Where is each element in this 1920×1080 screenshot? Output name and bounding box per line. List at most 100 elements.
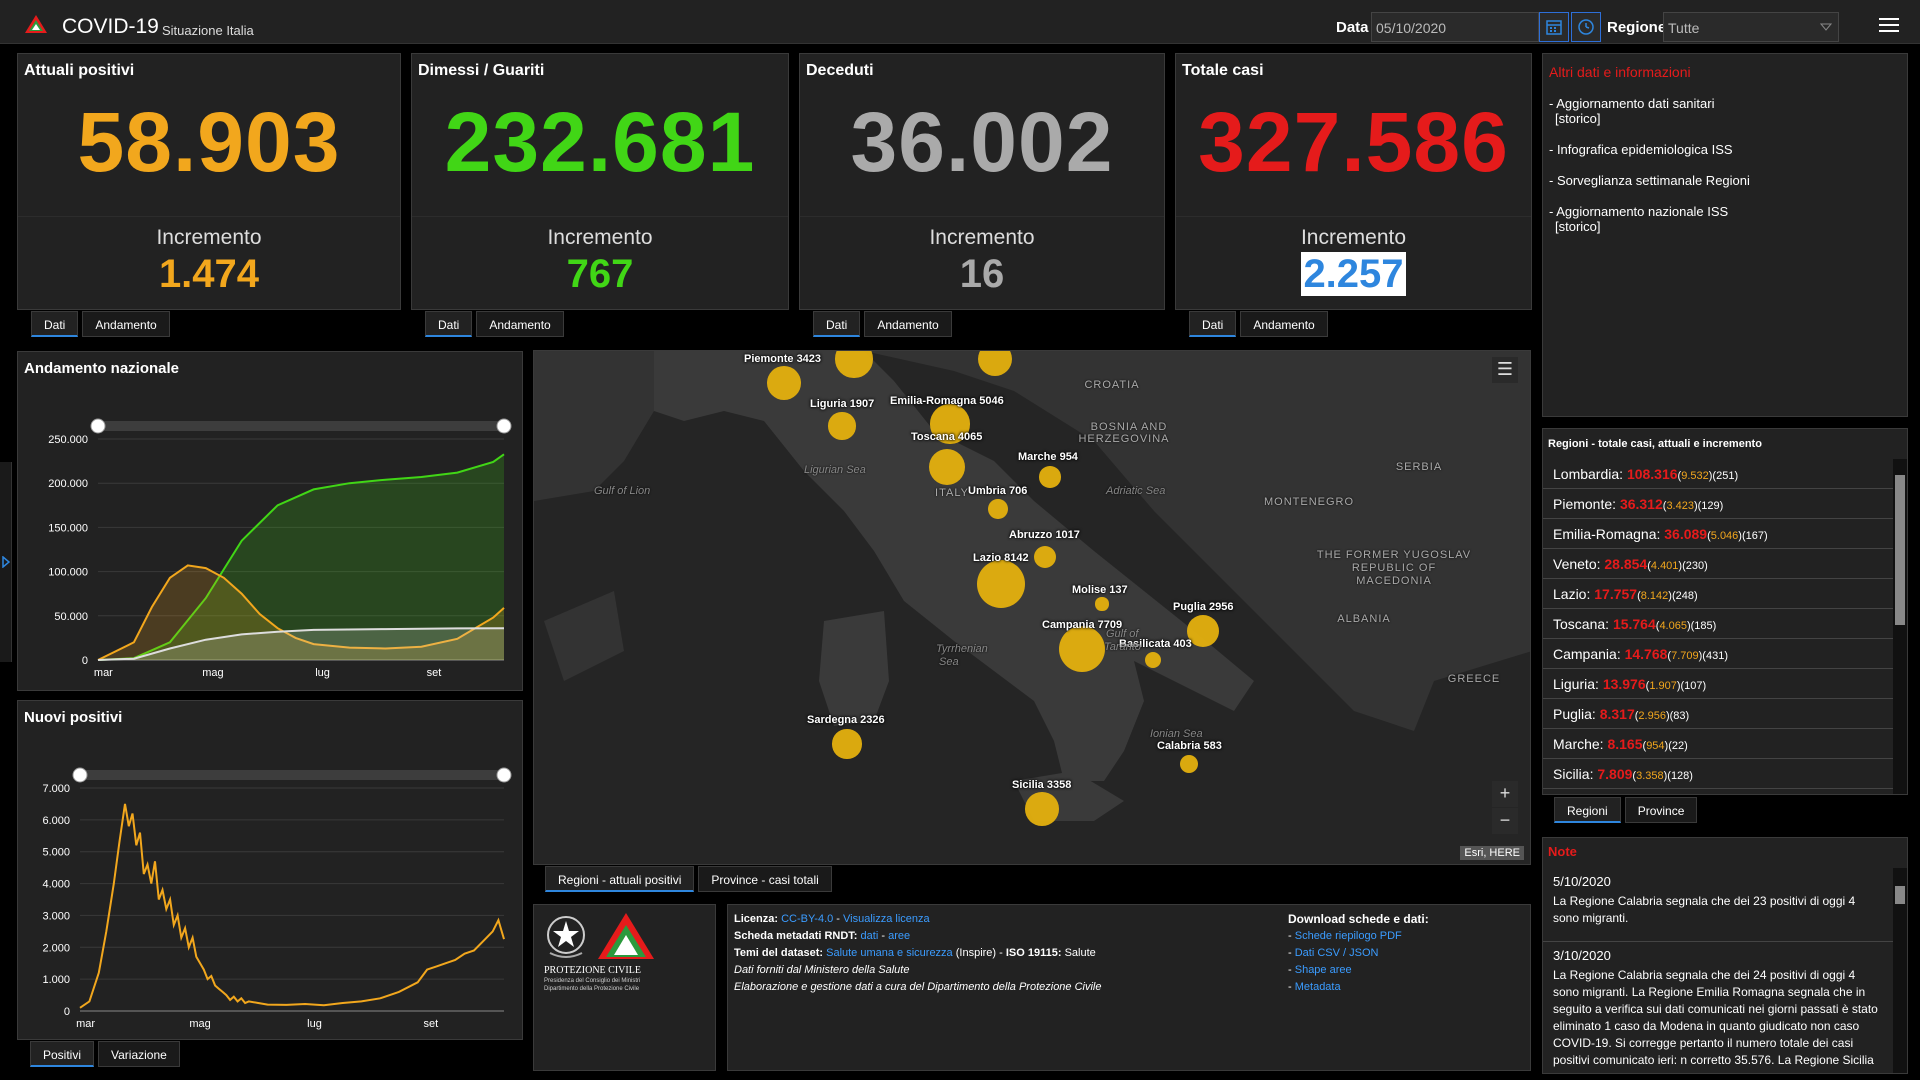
series-line[interactable] xyxy=(79,803,505,1009)
tab-positivi[interactable]: Positivi xyxy=(30,1041,95,1067)
download-link[interactable]: Metadata xyxy=(1294,981,1341,993)
region-total: 28.854 xyxy=(1604,556,1648,572)
region-attuali: 4.065 xyxy=(1659,620,1687,632)
region-row[interactable]: Veneto: 28.854(4.401)(230) xyxy=(1543,549,1893,579)
license-label: Licenza: xyxy=(734,913,779,925)
themes-link[interactable]: Salute umana e sicurezza xyxy=(826,947,953,959)
tab-dati[interactable]: Dati xyxy=(1189,311,1237,337)
region-bubble[interactable] xyxy=(835,351,873,378)
map-panel[interactable]: Piemonte 3423 Liguria 1907 Emilia-Romagna … xyxy=(533,350,1531,865)
region-row[interactable]: Sicilia: 7.809(3.358)(128) xyxy=(1543,759,1893,789)
download-link[interactable]: Schede riepilogo PDF xyxy=(1294,930,1402,942)
region-bubble[interactable] xyxy=(988,499,1008,519)
tab-andamento[interactable]: Andamento xyxy=(82,311,170,337)
region-row[interactable]: Marche: 8.165(954)(22) xyxy=(1543,729,1893,759)
metadata-aree-link[interactable]: aree xyxy=(888,930,911,942)
info-link[interactable]: - Infografica epidemiologica ISS xyxy=(1549,142,1750,157)
download-link[interactable]: Dati CSV / JSON xyxy=(1294,947,1379,959)
region-row[interactable]: Liguria: 13.976(1.907)(107) xyxy=(1543,669,1893,699)
tab-province-casi[interactable]: Province - casi totali xyxy=(698,866,832,892)
region-bubble-label: Lazio 8142 xyxy=(973,552,1029,564)
map-sea-label: Sea xyxy=(939,656,959,668)
tab-andamento[interactable]: Andamento xyxy=(476,311,564,337)
region-bubble[interactable] xyxy=(1144,651,1162,669)
view-license-link[interactable]: Visualizza licenza xyxy=(843,913,930,925)
x-tick-label: set xyxy=(423,1018,438,1030)
y-tick-label: 7.000 xyxy=(42,783,70,795)
region-bubble-label: Abruzzo 1017 xyxy=(1009,529,1080,541)
region-bubble[interactable] xyxy=(1058,625,1106,673)
range-slider-handle[interactable] xyxy=(90,418,106,434)
range-slider-handle[interactable] xyxy=(496,418,512,434)
region-increment: (107) xyxy=(1680,680,1707,692)
note-item: 5/10/2020 La Regione Calabria segnala che… xyxy=(1543,868,1893,942)
series-line[interactable] xyxy=(97,453,505,661)
range-slider-track[interactable] xyxy=(80,770,504,780)
tab-regioni-attuali[interactable]: Regioni - attuali positivi xyxy=(545,866,695,892)
region-row[interactable]: Campania: 14.768(7.709)(431) xyxy=(1543,639,1893,669)
andamento-nazionale-chart[interactable]: 0 50.000 100.000 150.000 200.000 250.000 mar ma… xyxy=(18,382,524,692)
zoom-out-button[interactable]: − xyxy=(1492,808,1518,834)
nuovi-positivi-chart[interactable]: 0 1.000 2.000 3.000 4.000 5.000 6.000 7.000 mar m… xyxy=(18,731,524,1041)
region-name: Lazio: xyxy=(1553,586,1591,602)
hamburger-menu-icon[interactable] xyxy=(1879,18,1899,34)
regions-scrollbar[interactable] xyxy=(1893,459,1907,794)
clock-icon[interactable] xyxy=(1571,12,1601,42)
region-row[interactable]: Toscana: 15.764(4.065)(185) xyxy=(1543,609,1893,639)
tab-variazione[interactable]: Variazione xyxy=(98,1041,180,1067)
region-row[interactable]: Lazio: 17.757(8.142)(248) xyxy=(1543,579,1893,609)
region-bubble[interactable] xyxy=(1039,466,1061,488)
range-slider-handle[interactable] xyxy=(496,767,512,783)
region-bubble[interactable] xyxy=(1025,792,1059,826)
region-row[interactable]: Puglia: 8.317(2.956)(83) xyxy=(1543,699,1893,729)
region-bubble[interactable] xyxy=(930,404,970,444)
chart2-title: Nuovi positivi xyxy=(24,709,123,726)
series-line[interactable] xyxy=(97,564,505,661)
region-bubble[interactable] xyxy=(977,560,1025,608)
iso-label: ISO 19115: xyxy=(1005,947,1062,959)
zoom-in-button[interactable]: + xyxy=(1492,781,1518,807)
metadata-dati-link[interactable]: dati xyxy=(860,930,879,942)
region-bubble[interactable] xyxy=(1187,615,1219,647)
region-row[interactable]: Emilia-Romagna: 36.089(5.046)(167) xyxy=(1543,519,1893,549)
region-total: 108.316 xyxy=(1626,466,1678,482)
region-bubble[interactable] xyxy=(767,366,801,400)
info-link[interactable]: - Sorveglianza settimanale Regioni xyxy=(1549,173,1750,188)
side-panel-handle[interactable] xyxy=(0,462,12,662)
region-bubble[interactable] xyxy=(928,448,966,486)
download-link[interactable]: Shape aree xyxy=(1294,964,1352,976)
notes-scrollbar[interactable] xyxy=(1893,868,1907,1073)
notes-title: Note xyxy=(1548,844,1577,859)
tab-andamento[interactable]: Andamento xyxy=(864,311,952,337)
map-place-label: REPUBLIC OF xyxy=(1351,562,1437,574)
tab-dati[interactable]: Dati xyxy=(31,311,79,337)
region-attuali: 3.423 xyxy=(1666,500,1694,512)
tab-dati[interactable]: Dati xyxy=(813,311,861,337)
download-title: Download schede e dati: xyxy=(1288,912,1429,926)
license-value-link[interactable]: CC-BY-4.0 xyxy=(781,913,834,925)
region-bubble[interactable] xyxy=(1095,597,1109,611)
info-link[interactable]: - Aggiornamento dati sanitari [storico] xyxy=(1549,96,1750,126)
regione-value: Tutte xyxy=(1668,20,1700,36)
region-row[interactable]: Piemonte: 36.312(3.423)(129) xyxy=(1543,489,1893,519)
regione-select[interactable]: Tutte xyxy=(1663,12,1839,42)
range-slider-handle[interactable] xyxy=(72,767,88,783)
map-sea-label: Gulf of xyxy=(1106,628,1139,640)
region-bubble[interactable] xyxy=(828,412,856,440)
tab-regioni[interactable]: Regioni xyxy=(1554,797,1621,823)
region-bubble[interactable] xyxy=(1033,545,1056,568)
region-row[interactable]: Lombardia: 108.316(9.532)(251) xyxy=(1543,459,1893,489)
region-bubble[interactable] xyxy=(832,729,862,759)
region-name: Marche: xyxy=(1553,736,1604,752)
date-input[interactable]: 05/10/2020 xyxy=(1371,12,1539,42)
kpi-tabs: Dati Andamento xyxy=(31,311,170,337)
calendar-icon[interactable] xyxy=(1539,12,1569,42)
legend-list-icon[interactable]: ☰ xyxy=(1492,357,1518,383)
series-line[interactable] xyxy=(97,627,505,661)
info-link[interactable]: - Aggiornamento nazionale ISS [storico] xyxy=(1549,204,1750,234)
region-bubble[interactable] xyxy=(1179,754,1199,774)
tab-dati[interactable]: Dati xyxy=(425,311,473,337)
tab-andamento[interactable]: Andamento xyxy=(1240,311,1328,337)
range-slider-track[interactable] xyxy=(98,421,504,431)
tab-province[interactable]: Province xyxy=(1624,797,1698,823)
